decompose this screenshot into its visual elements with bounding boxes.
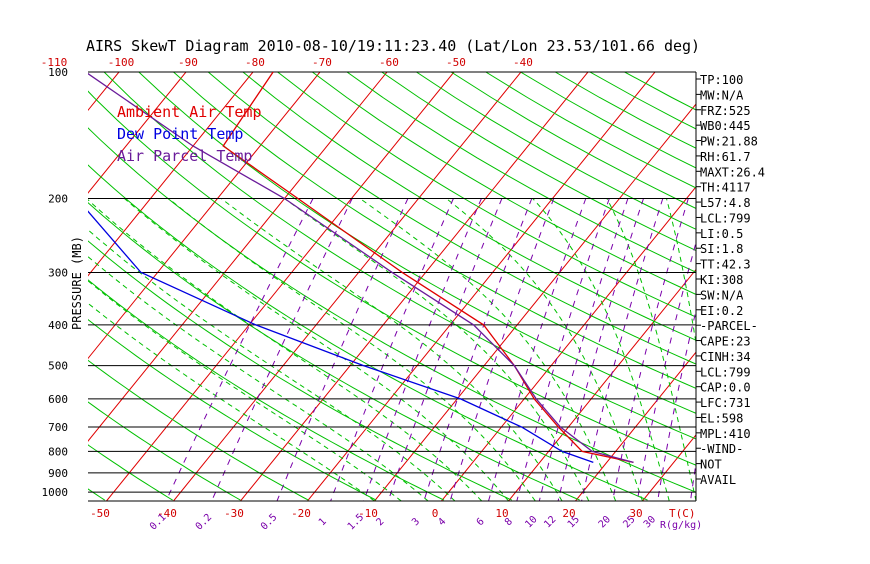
isotherm-line bbox=[374, 72, 721, 501]
stat-item: EL:598 bbox=[700, 411, 743, 425]
stat-item: MPL:410 bbox=[700, 427, 751, 441]
mixing-ratio-tick-label: 0.5 bbox=[259, 512, 280, 533]
bottom-temperature-tick-label: -50 bbox=[90, 507, 110, 520]
legend-dew-point-temp: Dew Point Temp bbox=[117, 125, 243, 143]
stat-item: SW:N/A bbox=[700, 288, 744, 302]
isotherm-line bbox=[0, 72, 52, 501]
chart-title: AIRS SkewT Diagram 2010-08-10/19:11:23.4… bbox=[86, 37, 700, 55]
stat-item: TH:4117 bbox=[700, 181, 751, 195]
stat-item: CAP:0.0 bbox=[700, 381, 751, 395]
moist-adiabat-line bbox=[360, 199, 616, 502]
isotherm-line bbox=[0, 72, 119, 501]
pressure-tick-label: 900 bbox=[48, 467, 68, 480]
stat-item: LFC:731 bbox=[700, 396, 751, 410]
mixing-ratio-tick-label: 2 bbox=[374, 516, 386, 528]
mixing-ratio-unit-label: R(g/kg) bbox=[660, 520, 702, 531]
pressure-tick-label: 400 bbox=[48, 319, 68, 332]
mixing-ratio-tick-label: 12 bbox=[542, 514, 558, 530]
stat-item: L57:4.8 bbox=[700, 196, 751, 210]
dry-adiabat-line bbox=[0, 72, 105, 500]
dry-adiabat-line bbox=[278, 72, 870, 500]
isotherm-line bbox=[776, 72, 870, 501]
stat-item: MW:N/A bbox=[700, 88, 744, 102]
dry-adiabat-line bbox=[208, 72, 870, 500]
top-temperature-tick-label: -40 bbox=[513, 56, 533, 69]
isotherm-line bbox=[508, 72, 855, 501]
stat-item: CINH:34 bbox=[700, 350, 751, 364]
pressure-tick-label: 200 bbox=[48, 192, 68, 205]
legend-air-parcel-temp: Air Parcel Temp bbox=[117, 147, 252, 165]
isotherm-line bbox=[843, 72, 870, 501]
top-temperature-tick-label: -100 bbox=[108, 56, 135, 69]
stat-item: -PARCEL- bbox=[700, 319, 758, 333]
mixing-ratio-tick-label: 30 bbox=[642, 514, 658, 530]
stat-item: KI:308 bbox=[700, 273, 743, 287]
top-temperature-tick-label: -50 bbox=[446, 56, 466, 69]
mixing-ratio-line bbox=[539, 199, 628, 502]
stat-item: MAXT:26.4 bbox=[700, 165, 765, 179]
pressure-tick-label: 500 bbox=[48, 360, 68, 373]
top-temperature-tick-label: -110 bbox=[41, 56, 68, 69]
top-temperature-tick-label: -70 bbox=[312, 56, 332, 69]
dry-adiabat-line bbox=[312, 72, 870, 500]
legend-ambient-air-temp: Ambient Air Temp bbox=[117, 103, 262, 121]
mixing-ratio-tick-label: 1 bbox=[317, 516, 329, 528]
stat-item: -WIND- bbox=[700, 442, 743, 456]
top-temperature-tick-label: -60 bbox=[379, 56, 399, 69]
dew-point-temp-profile bbox=[12, 72, 593, 462]
stat-item: LCL:799 bbox=[700, 211, 751, 225]
top-temperature-tick-label: -80 bbox=[245, 56, 265, 69]
temperature-unit-label: T(C) bbox=[669, 507, 696, 520]
top-temperature-tick-labels: -120-110-100-90-80-70-60-50-40 bbox=[0, 56, 533, 69]
mixing-ratio-tick-label: 3 bbox=[410, 516, 422, 528]
dry-adiabat-line bbox=[174, 72, 870, 500]
stat-item: TT:42.3 bbox=[700, 258, 751, 272]
mixing-ratio-tick-label: 20 bbox=[597, 514, 613, 530]
mixing-ratio-tick-label: 6 bbox=[475, 516, 487, 528]
dry-adiabat-line bbox=[347, 72, 870, 500]
bottom-temperature-tick-label: 0 bbox=[432, 507, 439, 520]
pressure-tick-label: 600 bbox=[48, 393, 68, 406]
stat-item: TP:100 bbox=[700, 73, 743, 87]
pressure-tick-label: 1000 bbox=[42, 486, 69, 499]
bottom-temperature-tick-label: -30 bbox=[224, 507, 244, 520]
stat-item: SI:1.8 bbox=[700, 242, 743, 256]
mixing-ratio-line bbox=[388, 199, 502, 502]
moist-adiabat-line bbox=[25, 199, 429, 502]
stat-item: NOT bbox=[700, 458, 722, 472]
moist-adiabat-line bbox=[169, 199, 536, 502]
stat-item: FRZ:525 bbox=[700, 104, 751, 118]
moist-adiabat-line bbox=[446, 199, 642, 502]
mixing-ratio-tick-label: 4 bbox=[436, 516, 448, 528]
ambient-air-temp-profile bbox=[223, 72, 633, 462]
pressure-tick-label: 300 bbox=[48, 266, 68, 279]
stat-item: LCL:799 bbox=[700, 365, 751, 379]
stat-item: EI:0.2 bbox=[700, 304, 743, 318]
pressure-tick-label: 700 bbox=[48, 421, 68, 434]
mixing-ratio-tick-label: 0.2 bbox=[194, 512, 215, 533]
bottom-temperature-tick-label: -20 bbox=[291, 507, 311, 520]
y-axis-label: PRESSURE (MB) bbox=[70, 236, 84, 330]
mixing-ratio-line bbox=[166, 199, 313, 502]
top-temperature-tick-label: -90 bbox=[178, 56, 198, 69]
pressure-tick-label: 800 bbox=[48, 445, 68, 458]
stat-item: CAPE:23 bbox=[700, 335, 751, 349]
dry-adiabat-line bbox=[0, 72, 37, 500]
legend: Ambient Air Temp Dew Point Temp Air Parc… bbox=[117, 103, 262, 165]
stat-item: LI:0.5 bbox=[700, 227, 743, 241]
dry-adiabat-line bbox=[451, 72, 870, 500]
stat-item: PW:21.88 bbox=[700, 135, 758, 149]
stat-item: RH:61.7 bbox=[700, 150, 751, 164]
mixing-ratio-tick-label: 8 bbox=[503, 516, 515, 528]
mixing-ratio-tick-label: 10 bbox=[523, 514, 539, 530]
stat-item: AVAIL bbox=[700, 473, 736, 487]
stat-item: WB0:445 bbox=[700, 119, 751, 133]
